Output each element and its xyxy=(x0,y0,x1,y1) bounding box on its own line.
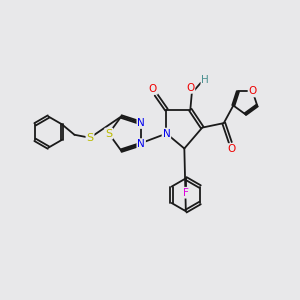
Text: S: S xyxy=(105,129,112,139)
Text: S: S xyxy=(86,133,94,143)
Text: O: O xyxy=(228,144,236,154)
Text: N: N xyxy=(137,118,145,128)
Text: F: F xyxy=(183,188,189,198)
Text: H: H xyxy=(201,75,209,85)
Text: N: N xyxy=(163,129,170,139)
Text: O: O xyxy=(186,83,194,93)
Text: N: N xyxy=(137,139,145,149)
Text: O: O xyxy=(149,84,157,94)
Text: O: O xyxy=(248,86,257,97)
